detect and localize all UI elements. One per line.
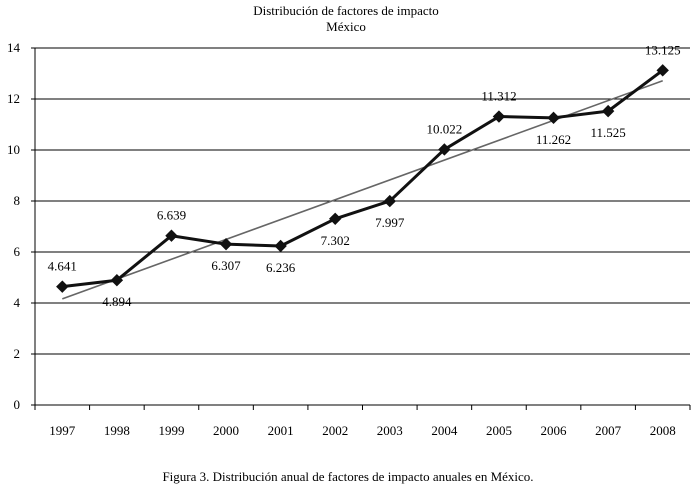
x-tick-label: 2005: [486, 423, 512, 438]
y-tick-label: 6: [14, 244, 21, 259]
y-tick-label: 2: [14, 346, 21, 361]
data-point-marker: [56, 280, 69, 293]
data-label: 11.525: [590, 125, 625, 140]
data-label: 4.641: [48, 259, 77, 274]
trendline: [62, 79, 663, 300]
series-layer: [56, 64, 669, 293]
data-point-marker: [329, 212, 342, 226]
data-point-marker: [656, 64, 669, 77]
series-line: [62, 69, 664, 289]
y-tick-label: 14: [7, 40, 21, 55]
x-tick-label: 2004: [431, 423, 458, 438]
data-point-marker: [165, 229, 178, 242]
y-tick-label: 10: [7, 142, 20, 157]
data-label: 11.262: [536, 132, 571, 147]
data-point-marker: [492, 110, 506, 123]
chart-title: Distribución de factores de impacto: [253, 3, 439, 18]
data-label: 7.997: [375, 215, 405, 230]
data-labels: 4.641 4.894 6.639 6.307 6.236 7.302 7.997 10.02…: [48, 42, 681, 309]
x-tick-label: 2008: [650, 423, 676, 438]
chart-subtitle: México: [326, 19, 366, 34]
data-point-marker: [438, 143, 451, 156]
data-point-marker: [274, 239, 287, 253]
x-tick-label: 2000: [213, 423, 239, 438]
data-label: 13.125: [645, 42, 681, 57]
data-label: 4.894: [102, 294, 132, 309]
x-tick-label: 1997: [49, 423, 76, 438]
x-tick-label: 2001: [268, 423, 294, 438]
data-label: 7.302: [321, 233, 350, 248]
data-label: 6.307: [211, 258, 241, 273]
data-label: 10.022: [427, 121, 463, 136]
y-tick-label: 8: [14, 193, 21, 208]
x-tick-label: 2007: [595, 423, 622, 438]
x-tick-label: 1999: [158, 423, 184, 438]
data-label: 11.312: [481, 89, 516, 104]
data-point-marker: [219, 237, 233, 251]
data-point-marker: [601, 104, 615, 118]
x-tick-label: 2006: [541, 423, 568, 438]
trendline-layer: [62, 79, 663, 300]
data-point-marker: [383, 194, 396, 208]
figure-caption: Figura 3. Distribución anual de factores…: [162, 469, 533, 484]
x-tick-label: 2002: [322, 423, 348, 438]
y-tick-label: 12: [7, 91, 20, 106]
axes: 0 2 4 6 8 10 12 14 1997 1998 1999 2000 2001 2002 2003 2…: [7, 40, 691, 438]
data-point-marker: [110, 273, 124, 287]
data-label: 6.639: [157, 208, 186, 223]
y-tick-label: 0: [14, 397, 21, 412]
data-point-marker: [547, 111, 560, 125]
x-tick-label: 1998: [104, 423, 130, 438]
y-tick-label: 4: [14, 295, 21, 310]
x-tick-label: 2003: [377, 423, 403, 438]
data-label: 6.236: [266, 260, 296, 275]
gridlines: [35, 47, 690, 355]
